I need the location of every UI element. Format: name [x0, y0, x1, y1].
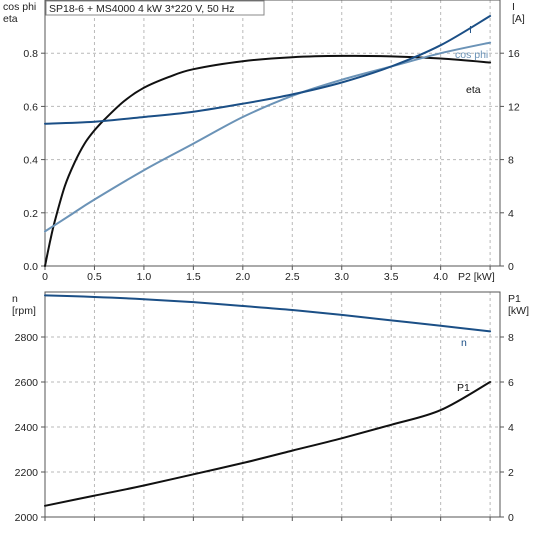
y-right-tick-label: 6	[508, 377, 514, 389]
x-tick-label: 0.5	[87, 271, 102, 283]
y-left-tick-label: 2000	[15, 512, 39, 524]
series-line-i	[44, 15, 492, 125]
y-left-tick-label: 0.4	[23, 155, 38, 167]
plot-frame	[44, 291, 501, 518]
y-right-tick-label: 2	[508, 467, 514, 479]
y-right-tick-label: 12	[508, 101, 520, 113]
x-tick-label: 1.0	[137, 271, 152, 283]
y-right-tick-label: 0	[508, 261, 514, 273]
y-left-axis-label: [rpm]	[12, 305, 36, 317]
y-right-tick-label: 4	[508, 208, 514, 220]
y-left-tick-label: 0.0	[23, 261, 38, 273]
plot-frame	[44, 0, 501, 267]
x-axis-label: P2 [kW]	[458, 271, 495, 283]
y-left-tick-label: 2400	[15, 422, 39, 434]
y-right-tick-label: 8	[508, 332, 514, 344]
y-left-tick-label: 2600	[15, 377, 39, 389]
y-right-axis-label: [A]	[512, 13, 525, 25]
y-right-tick-label: 4	[508, 422, 514, 434]
series-line-p1	[44, 381, 492, 507]
series-label-n: n	[461, 337, 467, 349]
series-line-eta	[44, 54, 492, 267]
y-left-tick-label: 0.8	[23, 48, 38, 60]
x-tick-label: 0	[42, 271, 48, 283]
y-left-axis-label: cos phi	[3, 1, 36, 13]
series-line-n	[44, 294, 492, 333]
y-left-tick-label: 2800	[15, 332, 39, 344]
y-left-axis-label: n	[12, 293, 18, 305]
chart-title: SP18-6 + MS4000 4 kW 3*220 V, 50 Hz	[49, 3, 235, 15]
y-right-tick-label: 8	[508, 155, 514, 167]
y-left-tick-label: 0.6	[23, 101, 38, 113]
series-label-eta: eta	[466, 84, 481, 96]
y-right-tick-label: 16	[508, 48, 520, 60]
y-right-axis-label: I	[512, 1, 515, 13]
x-tick-label: 3.5	[384, 271, 399, 283]
y-left-tick-label: 2200	[15, 467, 39, 479]
series-label-i: I	[469, 24, 472, 36]
y-left-tick-label: 0.2	[23, 208, 38, 220]
x-tick-label: 2.5	[285, 271, 300, 283]
series-line-cos-phi	[44, 41, 492, 233]
series-label-p1: P1	[457, 382, 470, 394]
x-tick-label: 2.0	[236, 271, 251, 283]
y-right-tick-label: 0	[508, 512, 514, 524]
y-right-axis-label: [kW]	[508, 305, 529, 317]
chart-title-box	[45, 0, 265, 16]
x-tick-label: 1.5	[186, 271, 201, 283]
series-label-cos-phi: cos phi	[455, 49, 488, 61]
y-left-axis-label: eta	[3, 13, 18, 25]
efficiency-current-plot: 0.0 0.2 0.4 0.6 0.8 0 4 8 12 16 0 0.5 1.0 1.5 2.0 2.5 3.…	[3, 0, 525, 283]
x-tick-label: 3.0	[334, 271, 349, 283]
x-tick-label: 4.0	[433, 271, 448, 283]
y-right-axis-label: P1	[508, 293, 521, 305]
